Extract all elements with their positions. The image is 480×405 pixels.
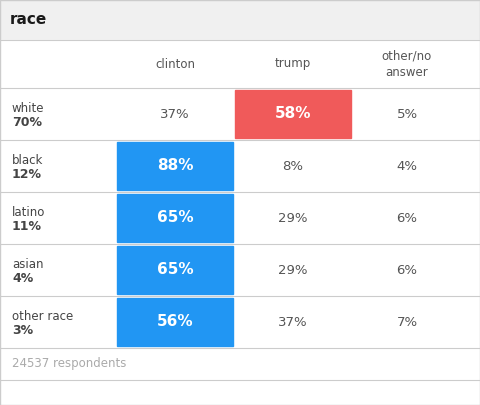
Bar [117, 194, 233, 242]
Text: other race: other race [12, 309, 73, 322]
Text: 12%: 12% [12, 168, 42, 181]
Text: 65%: 65% [156, 211, 193, 226]
Bar [0, 40, 480, 88]
Bar [117, 298, 233, 346]
Bar [0, 140, 480, 192]
Text: 8%: 8% [283, 160, 303, 173]
Text: 70%: 70% [12, 115, 42, 128]
Text: race: race [10, 13, 47, 28]
Text: 3%: 3% [12, 324, 33, 337]
Text: 29%: 29% [278, 264, 308, 277]
Text: other/no
answer: other/no answer [382, 49, 432, 79]
Text: 37%: 37% [160, 107, 190, 121]
Bar [117, 142, 233, 190]
Text: 4%: 4% [12, 271, 33, 284]
Text: 6%: 6% [396, 211, 418, 224]
Text: 58%: 58% [275, 107, 311, 121]
Bar [0, 88, 480, 140]
Bar [0, 348, 480, 380]
Bar [0, 296, 480, 348]
Bar [235, 90, 351, 138]
Text: 11%: 11% [12, 220, 42, 232]
Text: trump: trump [275, 58, 311, 70]
Text: 5%: 5% [396, 107, 418, 121]
Text: 65%: 65% [156, 262, 193, 277]
Text: black: black [12, 153, 43, 166]
Text: 6%: 6% [396, 264, 418, 277]
Text: latino: latino [12, 205, 46, 219]
Text: clinton: clinton [155, 58, 195, 70]
Text: 4%: 4% [396, 160, 418, 173]
Text: 29%: 29% [278, 211, 308, 224]
Bar [0, 192, 480, 244]
Bar [0, 0, 480, 40]
Text: 7%: 7% [396, 315, 418, 328]
Bar [0, 244, 480, 296]
Bar [117, 246, 233, 294]
Text: 88%: 88% [157, 158, 193, 173]
Text: 37%: 37% [278, 315, 308, 328]
Text: 24537 respondents: 24537 respondents [12, 358, 126, 371]
Text: asian: asian [12, 258, 44, 271]
Text: 56%: 56% [156, 315, 193, 330]
Text: white: white [12, 102, 45, 115]
